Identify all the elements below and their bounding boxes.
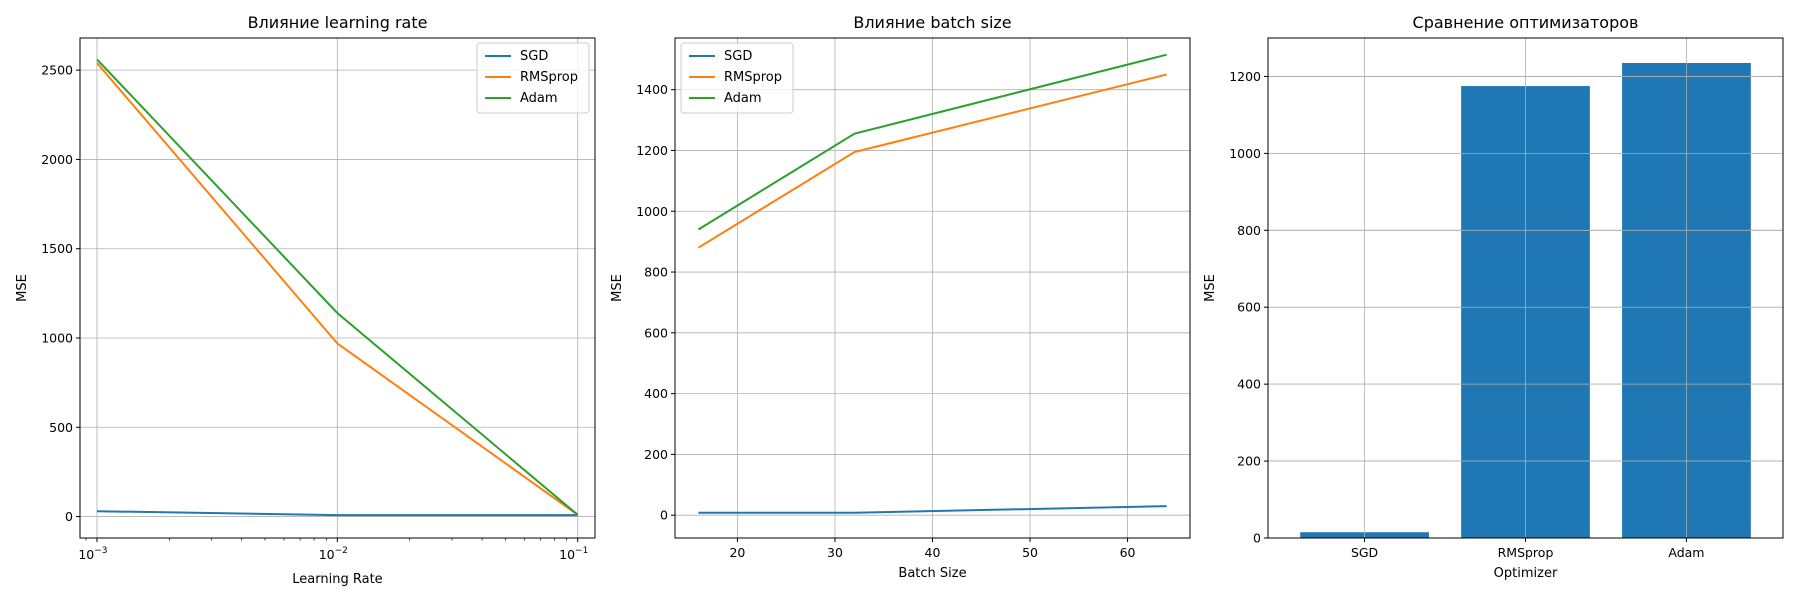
y-tick-label: 600 [1237,300,1261,315]
legend-label-sgd: SGD [520,49,548,64]
series-line-adam [96,58,579,516]
chart-title: Влияние learning rate [248,13,428,32]
y-tick-label: 1400 [636,82,668,97]
y-tick-label: 0 [660,508,668,523]
y-tick-label: 600 [644,325,668,340]
y-tick-label: 1500 [41,241,73,256]
x-tick-label: SGD [1351,545,1378,560]
y-tick-label: 800 [644,265,668,280]
y-tick-label: 800 [1237,223,1261,238]
x-axis-label: Batch Size [898,566,966,581]
x-tick-label: 30 [827,545,843,560]
y-tick-label: 0 [1253,531,1261,546]
legend-box [476,42,590,114]
legend: SGD RMSprop Adam [680,42,794,114]
x-tick-label: RMSprop [1498,545,1554,560]
x-tick-label: 10−1 [559,546,588,562]
chart-title: Влияние batch size [853,13,1011,32]
legend-box [680,42,794,114]
series-line-sgd [96,510,578,517]
y-tick-label: 1000 [41,331,73,346]
y-tick-label: 200 [1237,454,1261,469]
series-line-adam [697,53,1167,231]
y-tick-label: 400 [1237,377,1261,392]
chart-optimizer-comparison: 0 200 400 600 800 1000 1200 SGD RMSprop Adam Срав… [1203,13,1784,581]
x-axis-label: Learning Rate [292,572,382,587]
legend-label-sgd: SGD [724,49,752,64]
x-tick-label: Adam [1668,545,1704,560]
x-tick-label: 20 [729,545,745,560]
y-axis-label: MSE [15,274,30,302]
y-tick-label: 500 [49,420,73,435]
y-tick-label: 0 [65,509,73,524]
x-tick-label: 10−3 [78,546,107,562]
y-tick-label: 200 [644,447,668,462]
y-tick-label: 1200 [1229,69,1261,84]
legend-label-adam: Adam [520,91,558,106]
y-axis-label: MSE [1203,274,1218,302]
x-axis-label: Optimizer [1494,566,1558,581]
y-tick-label: 2500 [41,63,73,78]
y-tick-label: 1200 [636,143,668,158]
chart-batch-size: 0 200 400 600 800 1000 1200 1400 20 30 40 50 60 Влия… [610,13,1191,581]
legend-label-rmsprop: RMSprop [520,70,578,85]
legend-label-rmsprop: RMSprop [724,70,782,85]
y-tick-label: 1000 [1229,146,1261,161]
y-axis-label: MSE [610,274,625,302]
chart-learning-rate: 0 500 1000 1500 2000 2500 10−3 10−2 10−1 Влияние… [15,13,596,587]
y-tick-label: 2000 [41,152,73,167]
x-tick-label: 50 [1022,545,1038,560]
legend-label-adam: Adam [724,91,762,106]
x-tick-label: 40 [925,545,941,560]
series-line-rmsprop [96,62,579,516]
y-tick-label: 400 [644,386,668,401]
series-line-rmsprop [697,73,1167,249]
y-tick-label: 1000 [636,204,668,219]
series-line-sgd [698,505,1167,514]
legend: SGD RMSprop Adam [476,42,590,114]
x-tick-label: 10−2 [319,546,348,562]
x-tick-label: 60 [1120,545,1136,560]
chart-title: Сравнение оптимизаторов [1413,13,1639,32]
